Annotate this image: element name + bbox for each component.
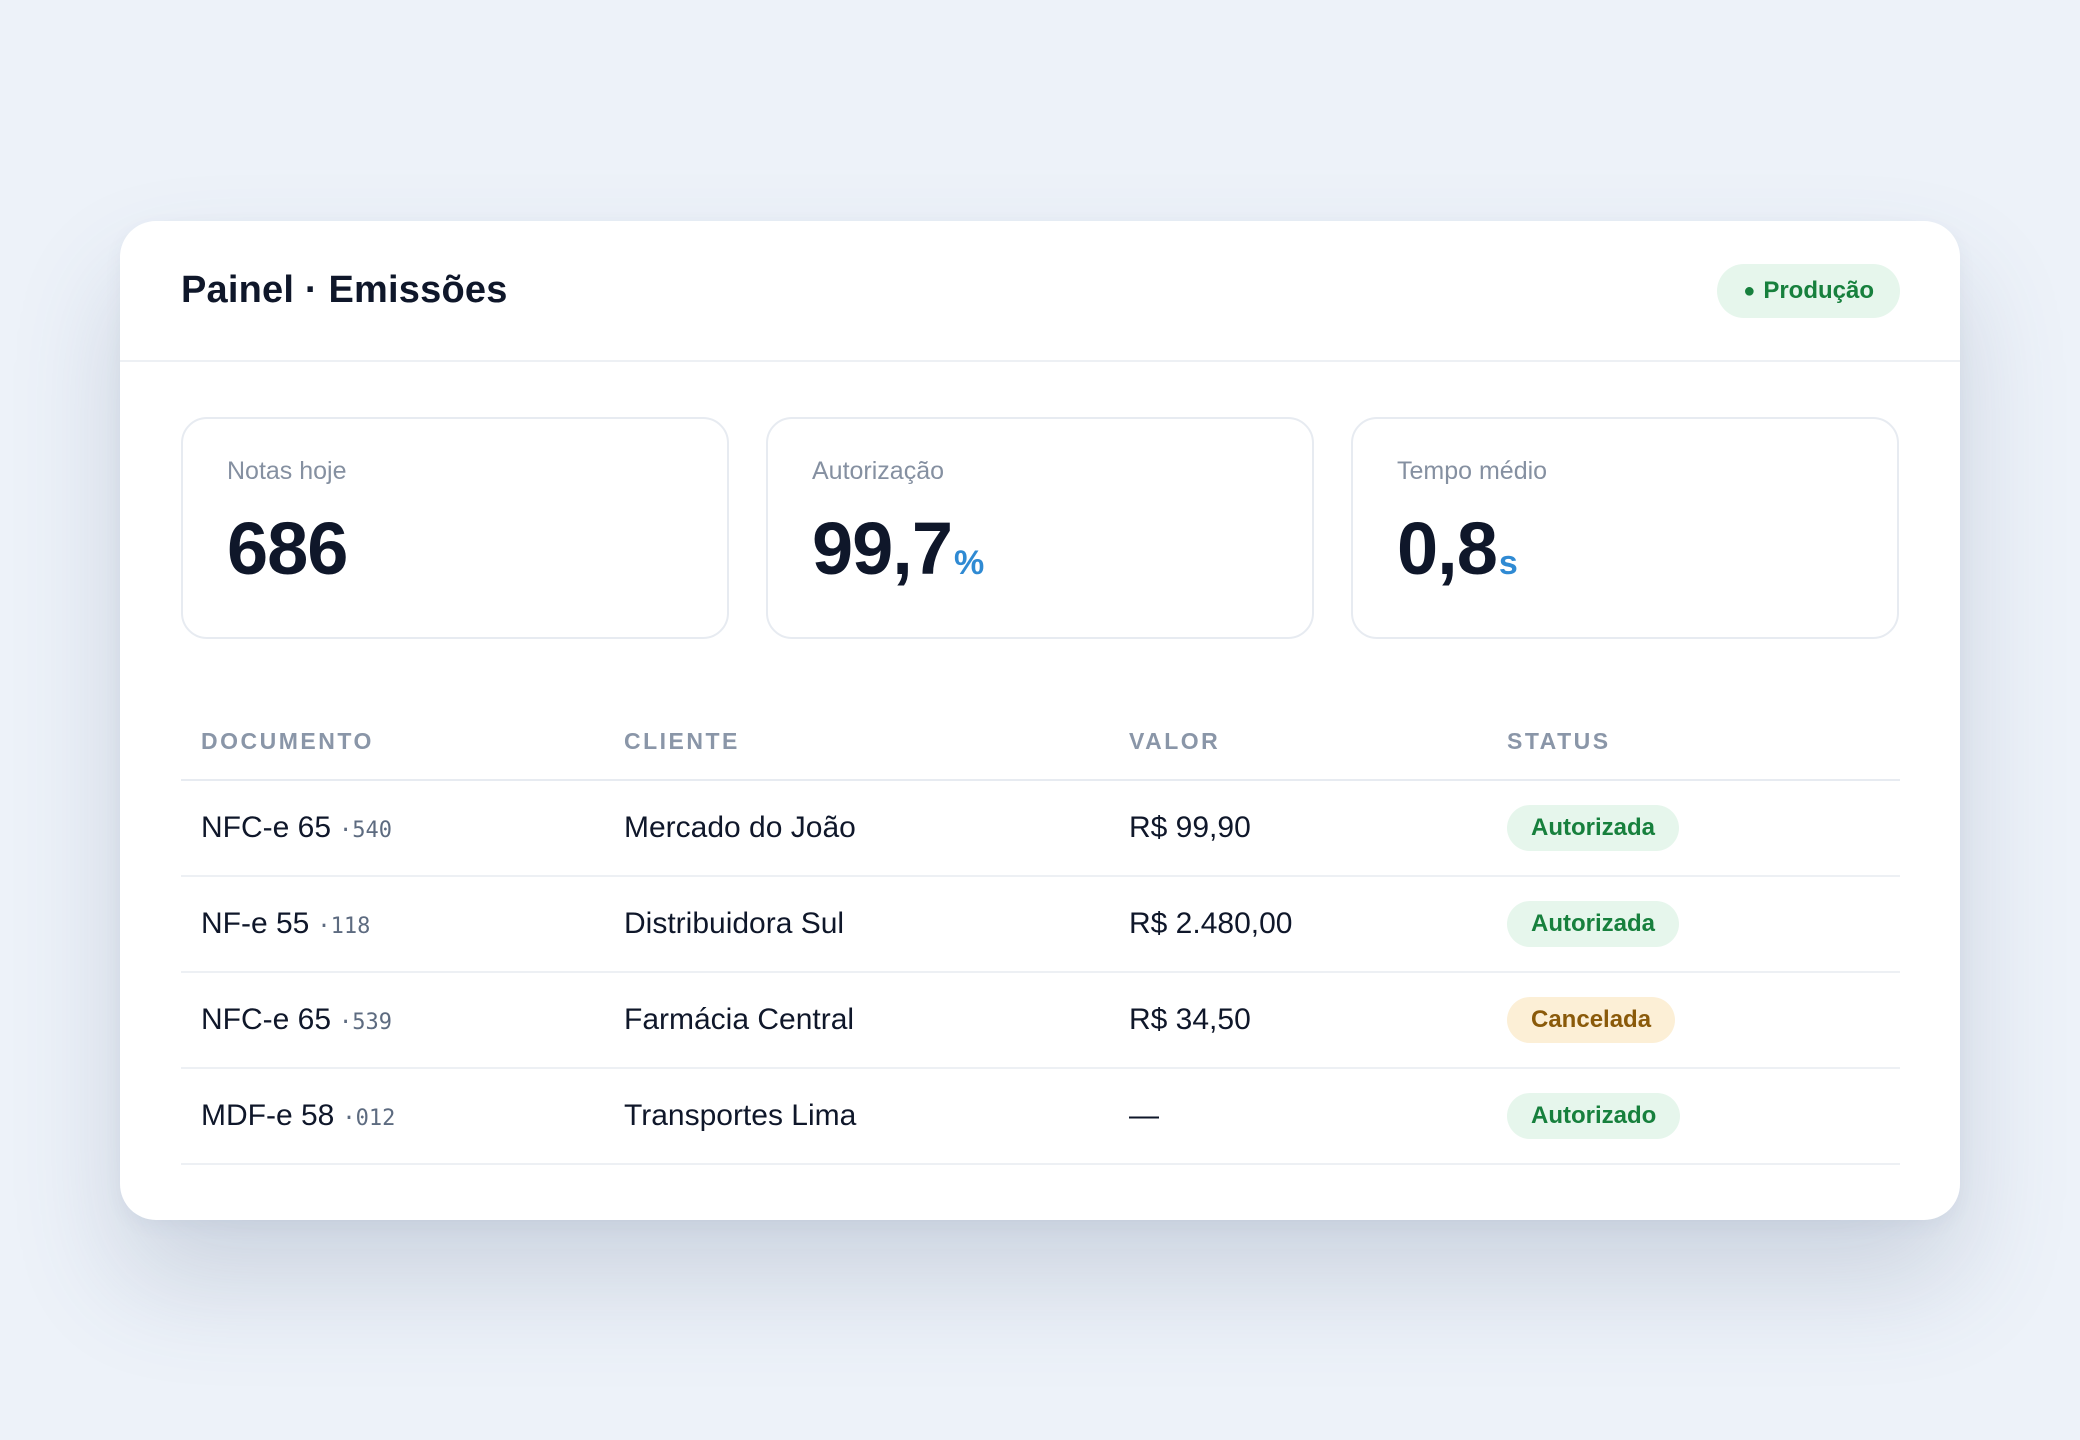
stat-card-notas-hoje: Notas hoje 686 — [181, 417, 729, 639]
stat-card-tempo-medio: Tempo médio 0,8s — [1351, 417, 1899, 639]
document-cell: NFC-e 65 ·539 — [181, 1003, 624, 1037]
client-cell: Transportes Lima — [624, 1099, 857, 1132]
document-type: NF-e 55 — [201, 907, 310, 940]
value-cell: — — [1129, 1099, 1159, 1132]
document-cell: MDF-e 58 ·012 — [181, 1099, 624, 1133]
status-dot-icon: ● — [1743, 279, 1756, 302]
document-type: NFC-e 65 — [201, 811, 332, 844]
stat-label: Autorização — [812, 457, 945, 485]
stat-number: 686 — [227, 507, 348, 590]
stat-value: 99,7% — [812, 512, 1268, 586]
stats-row: Notas hoje 686 Autorização 99,7% Tempo m… — [120, 362, 1960, 639]
client-cell: Distribuidora Sul — [624, 907, 845, 940]
stat-number: 99,7 — [812, 507, 953, 590]
document-type: MDF-e 58 — [201, 1099, 335, 1132]
table-row[interactable]: NFC-e 65 ·540 Mercado do João R$ 99,90 Au… — [181, 781, 1900, 877]
status-cell: Autorizado — [1507, 1093, 1900, 1139]
column-header-documento: DOCUMENTO — [201, 727, 374, 754]
stat-label: Notas hoje — [227, 457, 347, 485]
status-badge: Cancelada — [1507, 997, 1676, 1043]
status-badge: Autorizada — [1507, 805, 1680, 851]
table-header: DOCUMENTO CLIENTE VALOR STATUS — [181, 709, 1900, 781]
column-header-valor: VALOR — [1129, 727, 1221, 754]
stat-card-autorizacao: Autorização 99,7% — [766, 417, 1314, 639]
environment-label: Produção — [1763, 276, 1874, 304]
emissions-table: DOCUMENTO CLIENTE VALOR STATUS NFC-e 65 ·… — [181, 709, 1900, 1165]
value-cell: R$ 99,90 — [1129, 811, 1251, 844]
status-badge: Autorizada — [1507, 901, 1680, 947]
table-row[interactable]: NFC-e 65 ·539 Farmácia Central R$ 34,50 C… — [181, 973, 1900, 1069]
stat-value: 0,8s — [1397, 512, 1853, 586]
client-cell: Farmácia Central — [624, 1003, 855, 1036]
stat-unit: s — [1498, 544, 1518, 582]
document-cell: NF-e 55 ·118 — [181, 907, 624, 941]
table-row[interactable]: NF-e 55 ·118 Distribuidora Sul R$ 2.480,0… — [181, 877, 1900, 973]
document-number: ·012 — [342, 1106, 396, 1131]
document-cell: NFC-e 65 ·540 — [181, 811, 624, 845]
status-cell: Autorizada — [1507, 805, 1900, 851]
stat-unit: % — [954, 544, 984, 582]
status-cell: Autorizada — [1507, 901, 1900, 947]
panel-header: Painel · Emissões ● Produção — [120, 221, 1960, 362]
page-title: Painel · Emissões — [181, 269, 508, 311]
status-cell: Cancelada — [1507, 997, 1900, 1043]
stat-number: 0,8 — [1397, 507, 1498, 590]
document-number: ·118 — [317, 914, 371, 939]
column-header-status: STATUS — [1507, 727, 1611, 754]
stat-value: 686 — [227, 512, 683, 586]
document-type: NFC-e 65 — [201, 1003, 332, 1036]
emissions-panel: Painel · Emissões ● Produção Notas hoje … — [120, 221, 1960, 1220]
environment-badge: ● Produção — [1717, 263, 1900, 318]
document-number: ·539 — [339, 1010, 393, 1035]
stat-label: Tempo médio — [1397, 457, 1548, 485]
client-cell: Mercado do João — [624, 811, 856, 844]
table-row[interactable]: MDF-e 58 ·012 Transportes Lima — Autoriza… — [181, 1069, 1900, 1165]
value-cell: R$ 2.480,00 — [1129, 907, 1293, 940]
column-header-cliente: CLIENTE — [624, 727, 740, 754]
value-cell: R$ 34,50 — [1129, 1003, 1251, 1036]
status-badge: Autorizado — [1507, 1093, 1681, 1139]
document-number: ·540 — [339, 818, 393, 843]
